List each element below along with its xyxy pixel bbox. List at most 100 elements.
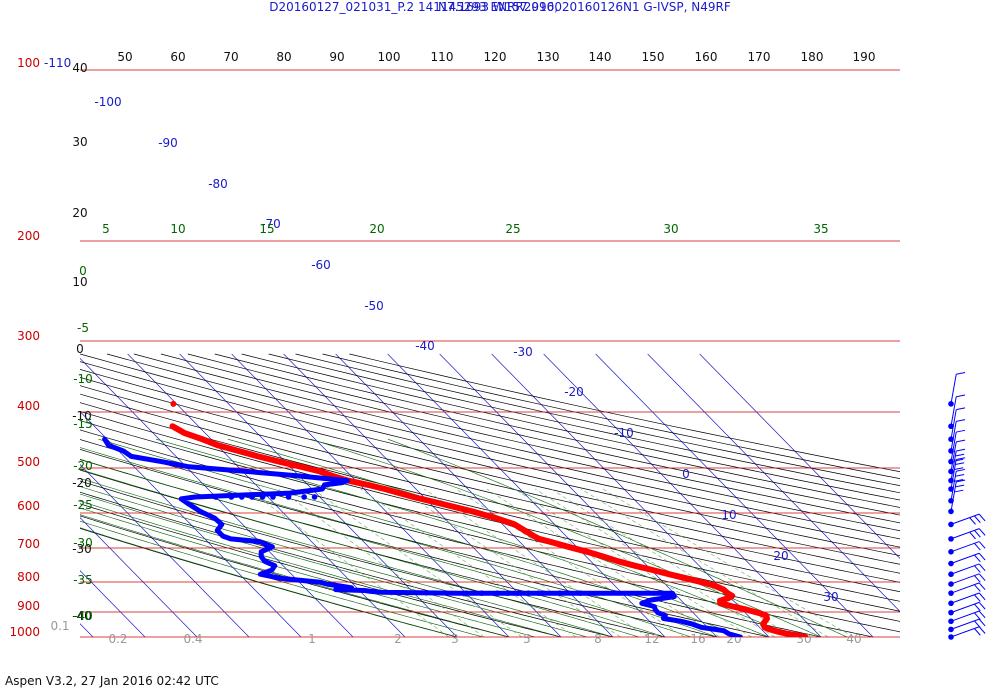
isotherm-label: 20 — [773, 549, 788, 563]
moist-adiabat — [80, 493, 588, 637]
isotherm-line — [80, 517, 198, 637]
wind-barb-staff — [950, 431, 957, 462]
wind-barb-flag — [955, 453, 965, 457]
isotherm-label: -20 — [564, 385, 584, 399]
isotherm-line — [80, 623, 94, 637]
dewpoint-dot — [515, 590, 521, 596]
dewpoint-dot — [525, 590, 532, 596]
wind-barb-staff — [950, 513, 980, 525]
dry-adiabat-label: 10 — [72, 275, 87, 289]
pressure-tick-label: 500 — [17, 455, 40, 469]
dewpoint-dot — [259, 494, 266, 500]
moist-adiabat — [80, 500, 562, 637]
background-grid — [80, 353, 900, 637]
top-temperature-tick-label: 180 — [801, 50, 824, 64]
chart-title-line-1: D20160127_021031_P.2 141145293 ENRR2016,… — [269, 0, 731, 14]
top-temperature-tick-label: 80 — [276, 50, 291, 64]
wind-barb-flag — [978, 592, 986, 601]
dry-adiabat — [106, 353, 900, 540]
wind-barb-staff — [950, 610, 980, 622]
dewpoint-dot — [270, 494, 276, 500]
dry-adiabat — [322, 353, 900, 480]
dry-adiabat — [80, 515, 510, 637]
wind-barb-flag — [974, 565, 981, 573]
dry-adiabat — [80, 411, 900, 612]
temperature-profile-line — [169, 423, 809, 637]
top-temperature-tick-label: 90 — [329, 50, 344, 64]
wind-barb-flag — [978, 513, 986, 522]
wind-barb-flag — [956, 479, 966, 483]
moist-adiabat — [80, 507, 536, 637]
moist-adiabat-label: 15 — [259, 222, 274, 236]
moist-adiabat-label: 20 — [369, 222, 384, 236]
wind-barb-flag — [978, 552, 986, 561]
wind-barb-flag — [974, 628, 981, 636]
wind-barb-flag — [978, 582, 986, 591]
moist-adiabat-left-label: -30 — [73, 536, 93, 550]
wind-barb-flag — [974, 594, 981, 602]
top-temperature-tick-label: 150 — [642, 50, 665, 64]
isotherm-line — [80, 570, 146, 637]
dewpoint-dot — [494, 590, 501, 596]
moist-adiabat — [80, 520, 484, 637]
moist-adiabat — [80, 527, 458, 637]
pressure-tick-label: 700 — [17, 537, 40, 551]
dewpoint-dot — [556, 590, 563, 596]
mixing-ratio-label: 8 — [594, 632, 602, 646]
wind-barb-flag — [974, 515, 981, 523]
mixing-ratio-label: 40 — [846, 632, 861, 646]
wind-barb-flag — [956, 468, 966, 472]
isotherm-line — [283, 353, 562, 637]
dewpoint-dot — [311, 494, 318, 500]
mixing-ratio-line — [486, 488, 720, 637]
moist-adiabat-label: 5 — [102, 222, 110, 236]
pressure-tick-label: 1000 — [9, 625, 40, 639]
moist-adiabat — [80, 514, 510, 637]
mixing-ratio-label: 5 — [523, 632, 531, 646]
chart-title-line-2: N7.1693 W157.9900 — [438, 0, 562, 14]
wind-barb-flag — [978, 602, 986, 610]
isotherm-line — [543, 353, 822, 637]
wind-barb-staff — [950, 573, 980, 585]
software-footer: Aspen V3.2, 27 Jan 2016 02:42 UTC — [5, 674, 219, 688]
dry-adiabat — [295, 353, 900, 487]
wind-barb-flag — [955, 462, 965, 466]
isotherm-label: -60 — [311, 258, 331, 272]
moist-adiabat-label: 30 — [663, 222, 678, 236]
dewpoint-dot — [249, 494, 255, 500]
wind-barb-flag — [978, 610, 986, 619]
dry-adiabat — [187, 353, 900, 516]
dry-adiabat-label: 40 — [72, 61, 87, 75]
wind-barb-flag — [954, 489, 964, 493]
wind-barb-flag — [955, 473, 965, 477]
pressure-top-extra-label: -110 — [44, 56, 71, 70]
moist-adiabat-left-label: -20 — [73, 459, 93, 473]
pressure-tick-label: 900 — [17, 599, 40, 613]
dry-adiabat — [268, 353, 900, 494]
dewpoint-dot — [212, 494, 219, 500]
dry-adiabat — [80, 402, 900, 602]
temperature-point — [170, 400, 177, 407]
dewpoint-dot — [228, 494, 235, 500]
mixing-ratio-label: 0.4 — [183, 632, 202, 646]
wind-barb-staff — [950, 421, 957, 452]
isotherm-label: 30 — [823, 590, 838, 604]
wind-barb-flag — [978, 618, 986, 627]
moist-adiabat-label: 25 — [505, 222, 520, 236]
dry-adiabat-label: -30 — [72, 542, 92, 556]
isotherm-line — [647, 353, 900, 612]
dry-adiabat — [80, 480, 666, 637]
isobars — [80, 69, 900, 638]
dewpoint-dot — [285, 494, 292, 500]
wind-barb-flag — [974, 612, 981, 620]
dewpoint-dot — [577, 590, 584, 596]
isotherm-label: -80 — [208, 177, 228, 191]
top-temperature-tick-label: 170 — [748, 50, 771, 64]
isotherm-label: -70 — [261, 217, 281, 231]
wind-barb-flag — [955, 484, 965, 488]
mixing-ratio-line — [581, 488, 829, 637]
wind-barb-flag — [954, 479, 964, 482]
top-temperature-tick-label: 60 — [170, 50, 185, 64]
wind-barb-flag — [974, 554, 981, 563]
